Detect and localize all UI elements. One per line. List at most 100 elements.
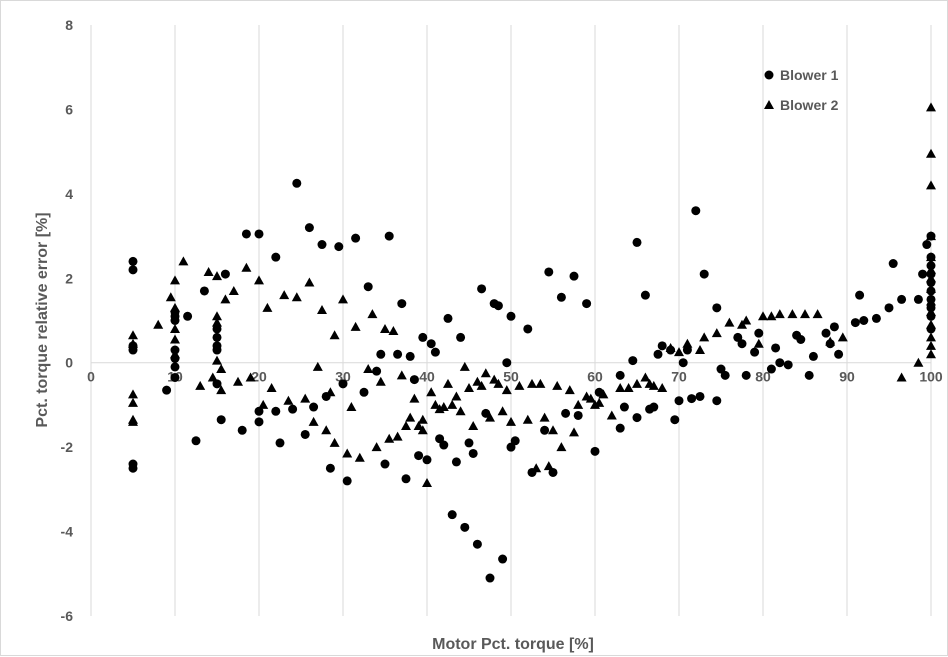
- data-point-s1-92: [615, 423, 625, 433]
- data-point-s1-14: [183, 311, 193, 321]
- data-point-s1-105: [674, 396, 684, 406]
- data-point-s2-28: [254, 275, 264, 285]
- x-tick-label-0: 0: [87, 369, 95, 385]
- x-tick-label-7: 70: [671, 369, 687, 385]
- data-point-s2-102: [598, 389, 609, 399]
- data-point-s2-64: [422, 478, 432, 488]
- data-point-s1-59: [430, 347, 440, 357]
- data-point-s2-31: [266, 383, 277, 393]
- data-point-s1-75: [498, 554, 508, 564]
- data-point-s1-137: [884, 303, 894, 313]
- y-tick-label-6: 6: [65, 101, 73, 117]
- data-point-s1-43: [351, 233, 361, 243]
- data-point-s2-12: [170, 349, 180, 359]
- data-point-s2-124: [787, 309, 798, 319]
- data-point-s2-1: [128, 338, 138, 348]
- data-point-s1-26: [254, 229, 264, 239]
- data-point-s2-87: [527, 378, 537, 388]
- data-point-s2-111: [665, 342, 676, 352]
- data-point-s1-68: [468, 448, 478, 458]
- data-point-s1-29: [271, 252, 281, 262]
- data-point-s1-139: [897, 294, 907, 304]
- data-point-s2-107: [640, 372, 651, 382]
- data-point-s1-72: [485, 573, 495, 583]
- data-point-s2-45: [342, 448, 353, 458]
- data-point-s2-106: [632, 378, 642, 388]
- data-point-s2-14: [195, 380, 206, 390]
- data-point-s1-3: [128, 345, 138, 355]
- data-point-s1-25: [241, 229, 251, 239]
- data-point-s1-128: [808, 351, 818, 361]
- data-point-s1-58: [426, 339, 436, 349]
- data-point-s2-43: [329, 437, 340, 447]
- data-point-s2-53: [380, 323, 390, 333]
- data-point-s2-92: [548, 425, 558, 435]
- y-tick-label-0: -6: [61, 608, 74, 624]
- data-point-s2-13: [178, 256, 189, 266]
- data-point-s2-76: [472, 376, 483, 386]
- data-point-s1-111: [699, 269, 709, 279]
- data-point-s1-136: [871, 313, 881, 323]
- legend: Blower 1 Blower 2: [764, 67, 839, 113]
- data-point-s1-18: [212, 332, 222, 342]
- data-point-s1-84: [548, 467, 558, 477]
- data-point-s1-98: [640, 290, 650, 300]
- data-point-s1-121: [766, 364, 776, 374]
- data-point-s1-47: [376, 349, 386, 359]
- data-point-s2-59: [405, 412, 416, 422]
- x-tick-label-8: 80: [755, 369, 771, 385]
- data-point-s2-27: [245, 372, 256, 382]
- data-point-s2-126: [812, 309, 823, 319]
- data-point-s2-50: [367, 309, 378, 319]
- legend-label-blower-2: Blower 2: [780, 97, 839, 113]
- data-point-s1-82: [540, 425, 550, 435]
- data-point-s1-15: [191, 436, 201, 446]
- data-point-s1-114: [716, 364, 726, 374]
- data-point-s1-89: [582, 299, 592, 309]
- data-point-s1-101: [653, 349, 663, 359]
- data-point-s1-63: [447, 510, 457, 520]
- data-point-s1-51: [397, 299, 407, 309]
- data-point-s1-45: [363, 282, 373, 292]
- data-point-s2-11: [170, 334, 180, 344]
- data-point-s2-101: [594, 397, 605, 407]
- data-point-s1-66: [460, 522, 470, 532]
- data-point-s2-93: [552, 380, 563, 390]
- data-point-s1-118: [741, 370, 751, 380]
- data-point-s2-110: [657, 383, 668, 393]
- x-tick-label-2: 20: [251, 369, 267, 385]
- data-point-s1-60: [435, 434, 445, 444]
- data-point-s2-131: [926, 102, 936, 112]
- data-point-s1-129: [821, 328, 831, 338]
- data-point-s1-35: [304, 223, 314, 233]
- data-point-s2-44: [338, 294, 348, 304]
- data-point-s1-67: [464, 438, 474, 448]
- data-point-s2-132: [926, 148, 936, 158]
- data-point-s1-79: [510, 436, 520, 446]
- data-point-s2-128: [837, 332, 848, 342]
- data-point-s2-78: [480, 368, 491, 378]
- data-point-s1-115: [720, 370, 730, 380]
- data-point-s2-70: [447, 399, 458, 409]
- data-point-s1-21: [212, 379, 222, 389]
- data-point-s1-113: [712, 303, 722, 313]
- data-point-s2-3: [128, 397, 138, 407]
- data-point-s1-95: [628, 356, 638, 366]
- data-point-s2-6: [153, 319, 164, 329]
- data-point-s2-123: [774, 309, 785, 319]
- data-point-s2-74: [464, 383, 474, 393]
- data-point-s1-9: [170, 316, 180, 325]
- data-point-s2-77: [476, 380, 487, 390]
- data-point-s2-32: [279, 290, 290, 300]
- data-point-s1-13: [170, 372, 180, 382]
- legend-marker-blower-2: [764, 100, 774, 109]
- data-point-s2-51: [371, 442, 382, 452]
- data-point-s2-33: [283, 395, 294, 405]
- data-point-s1-96: [632, 237, 642, 247]
- data-point-s1-140: [913, 294, 923, 304]
- data-point-s2-88: [531, 463, 542, 473]
- data-point-s1-142: [922, 240, 932, 250]
- data-point-s2-114: [695, 345, 705, 355]
- data-point-s2-16: [207, 372, 218, 382]
- data-point-s2-30: [262, 302, 273, 312]
